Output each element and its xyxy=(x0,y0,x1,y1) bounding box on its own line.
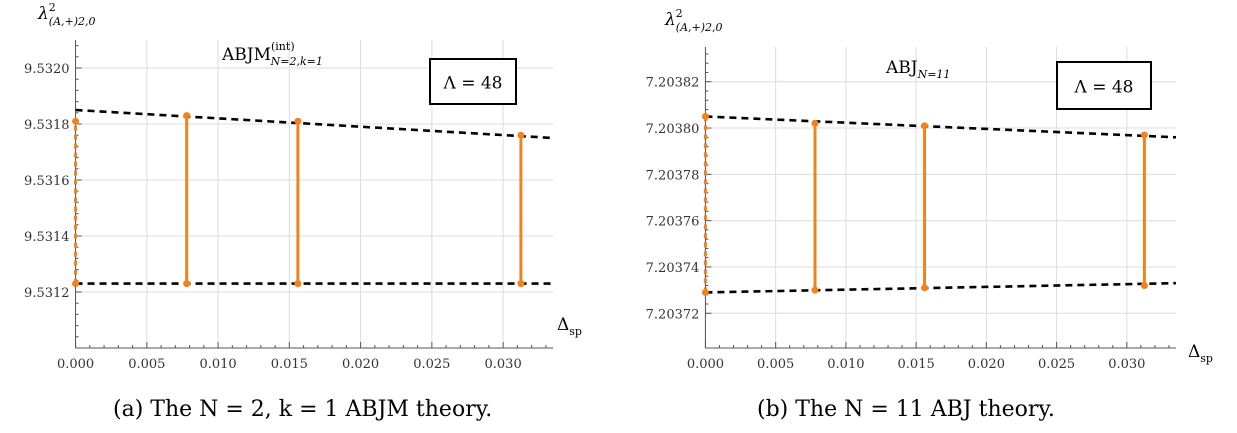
interval-upper-point xyxy=(921,122,929,130)
x-axis-label: Δsp xyxy=(1188,342,1213,365)
x-tick-label: 0.030 xyxy=(485,357,522,372)
y-tick-label: 7.20372 xyxy=(646,307,700,322)
x-tick-label: 0.010 xyxy=(827,357,864,372)
y-tick-label: 9.5312 xyxy=(24,286,70,301)
x-axis-label: Δsp xyxy=(557,315,582,338)
interval-upper-point xyxy=(294,117,302,125)
y-axis-label: λ2 (A,+)2,0 xyxy=(664,7,723,34)
x-tick-label: 0.000 xyxy=(687,357,724,372)
x-tick-label: 0.030 xyxy=(1108,357,1145,372)
interval-upper-point xyxy=(183,112,191,120)
y-tick-label: 7.20378 xyxy=(646,168,700,183)
x-tick-label: 0.005 xyxy=(757,357,794,372)
interval-lower-point xyxy=(183,280,191,288)
y-tick-label: 7.20380 xyxy=(646,122,700,137)
interval-upper-point xyxy=(72,117,80,125)
interval-lower-point xyxy=(517,280,525,288)
x-tick-label: 0.005 xyxy=(128,357,165,372)
y-tick-label: 9.5316 xyxy=(24,174,70,189)
plot-title: ABJM(int) N=2,k=1 xyxy=(221,40,323,68)
interval-lower-point xyxy=(294,280,302,288)
y-tick-label: 7.20374 xyxy=(646,261,700,276)
fit-line xyxy=(75,108,554,140)
lambda-label: Λ = 48 xyxy=(443,74,503,94)
plot-title: ABJN=11 xyxy=(885,58,950,81)
interval-lower-point xyxy=(701,288,709,296)
x-tick-label: 0.000 xyxy=(57,357,94,372)
x-tick-label: 0.015 xyxy=(271,357,308,372)
y-tick-label: 9.5318 xyxy=(24,118,70,133)
x-tick-label: 0.020 xyxy=(968,357,1005,372)
lambda-label: Λ = 48 xyxy=(1074,78,1134,98)
x-tick-label: 0.025 xyxy=(413,357,450,372)
interval-lower-point xyxy=(921,284,929,292)
interval-lower-point xyxy=(72,280,80,288)
y-tick-label: 7.20376 xyxy=(646,215,700,230)
interval-lower-point xyxy=(1140,281,1148,289)
caption-a: (a) The N = 2, k = 1 ABJM theory. xyxy=(113,397,492,422)
chart-a: 0.000 0.005 0.010 0.015 0.020 0.025 0.030 9.531… xyxy=(24,1,582,372)
chart-b: 0.000 0.005 0.010 0.015 0.020 0.025 0.030 7.203… xyxy=(646,7,1213,372)
x-tick-label: 0.020 xyxy=(342,357,379,372)
x-tick-label: 0.010 xyxy=(199,357,236,372)
interval-upper-point xyxy=(701,112,709,120)
fit-line xyxy=(705,281,1177,294)
y-axis-label: λ2 (A,+)2,0 xyxy=(37,1,96,28)
interval-lower-point xyxy=(811,286,819,294)
fit-line xyxy=(705,115,1177,139)
y-tick-label: 7.20382 xyxy=(646,76,700,91)
interval-upper-point xyxy=(517,131,525,139)
interval-upper-point xyxy=(811,119,819,127)
lambda-box xyxy=(1056,61,1152,110)
lambda-box xyxy=(429,58,517,105)
x-tick-label: 0.025 xyxy=(1038,357,1075,372)
interval-upper-point xyxy=(1140,131,1148,139)
caption-b: (b) The N = 11 ABJ theory. xyxy=(757,397,1055,422)
x-tick-label: 0.015 xyxy=(898,357,935,372)
y-tick-label: 9.5320 xyxy=(24,62,70,77)
y-tick-label: 9.5314 xyxy=(24,230,70,245)
